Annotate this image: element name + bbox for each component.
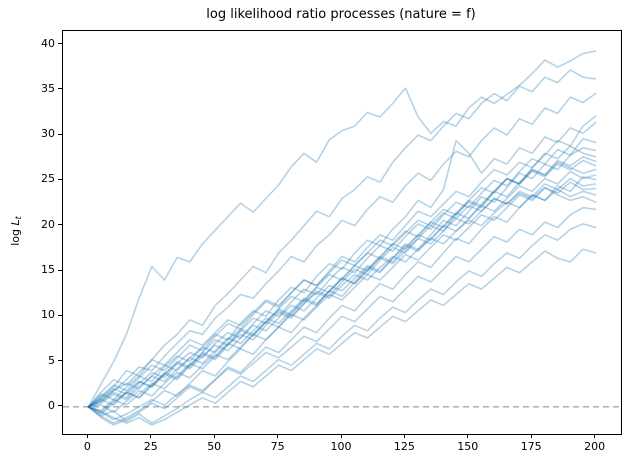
x-tick-mark (277, 434, 279, 438)
y-tick-label: 25 (41, 172, 55, 186)
y-tick-mark (58, 178, 62, 180)
y-tick-mark (58, 360, 62, 362)
y-tick-label: 40 (41, 36, 55, 50)
x-tick-mark (86, 434, 88, 438)
y-tick-mark (58, 88, 62, 90)
llr-path-15 (87, 181, 597, 414)
y-tick-label: 30 (41, 127, 55, 141)
y-tick-label: 5 (48, 353, 55, 367)
x-tick-mark (150, 434, 152, 438)
x-tick-mark (467, 434, 469, 438)
y-tick-mark (58, 405, 62, 407)
x-tick-label: 100 (330, 440, 352, 453)
llr-path-5 (87, 121, 597, 408)
llr-path-16 (87, 188, 597, 408)
y-tick-mark (58, 314, 62, 316)
chart-title: log likelihood ratio processes (nature =… (206, 7, 476, 22)
llr-path-4 (87, 115, 597, 414)
x-tick-label: 175 (520, 440, 542, 453)
llr-path-7 (87, 147, 597, 424)
x-tick-label: 125 (393, 440, 415, 453)
x-tick-label: 50 (207, 440, 222, 453)
llr-path-11 (87, 161, 597, 415)
y-tick-label: 0 (48, 398, 55, 412)
y-tick-label: 35 (41, 81, 55, 95)
llr-path-19 (87, 223, 597, 424)
x-tick-label: 25 (143, 440, 158, 453)
x-tick-label: 150 (457, 440, 479, 453)
x-tick-label: 75 (270, 440, 285, 453)
x-tick-label: 200 (584, 440, 606, 453)
llr-path-6 (87, 138, 597, 408)
llr-path-14 (87, 177, 597, 408)
plot-lines-svg (63, 50, 621, 426)
llr-path-2 (87, 69, 597, 408)
llr-path-17 (87, 186, 597, 408)
llr-path-13 (87, 176, 597, 426)
x-tick-mark (594, 434, 596, 438)
y-tick-mark (58, 133, 62, 135)
x-tick-mark (340, 434, 342, 438)
y-tick-mark (58, 269, 62, 271)
llr-path-1 (87, 50, 597, 408)
x-tick-mark (213, 434, 215, 438)
y-tick-label: 15 (41, 263, 55, 276)
x-tick-mark (530, 434, 532, 438)
plot-area (62, 30, 622, 435)
llr-path-12 (87, 170, 597, 408)
llr-path-3 (87, 92, 597, 408)
y-tick-mark (58, 224, 62, 226)
llr-path-18 (87, 206, 597, 421)
llr-path-8 (87, 145, 597, 408)
llr-path-20 (87, 248, 597, 426)
y-tick-mark (58, 43, 62, 45)
x-tick-label: 0 (83, 440, 91, 453)
llr-path-9 (87, 156, 597, 412)
y-tick-label: 20 (41, 217, 55, 231)
x-tick-mark (403, 434, 405, 438)
llr-path-10 (87, 159, 597, 408)
y-tick-label: 10 (41, 308, 55, 322)
